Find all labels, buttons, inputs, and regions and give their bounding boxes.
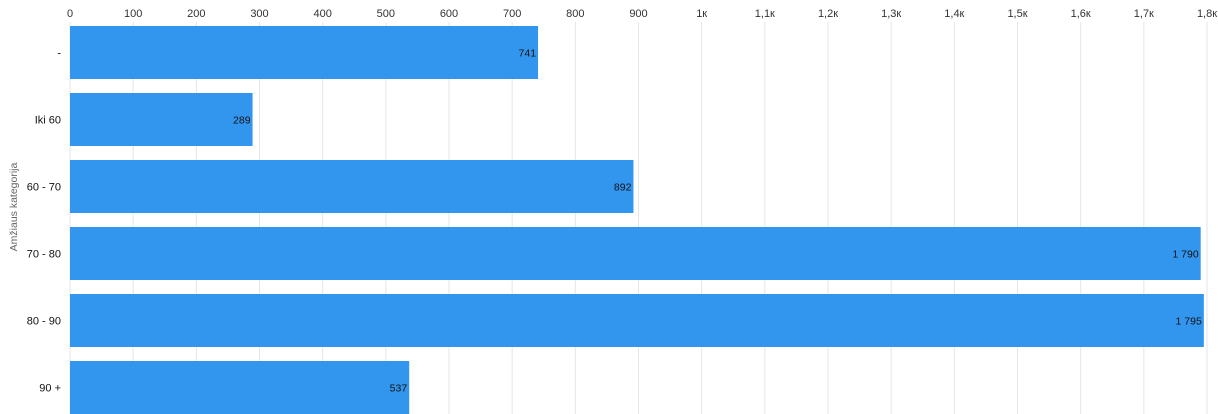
bar: [70, 227, 1201, 280]
x-tick-label: 400: [313, 8, 331, 20]
bar: [70, 294, 1204, 347]
bar: [70, 26, 539, 79]
data-label: 892: [614, 182, 632, 194]
x-tick-label: 800: [566, 8, 584, 20]
x-tick-label: 900: [629, 8, 647, 20]
data-label: 289: [233, 115, 251, 127]
x-tick-label: 500: [377, 8, 395, 20]
x-tick-label: 1,4к: [944, 8, 964, 20]
x-tick-label: 0: [67, 8, 73, 20]
x-tick-label: 200: [187, 8, 205, 20]
category-labels: - Iki 60 60 - 70 70 - 80 80 - 90 90 +: [27, 48, 62, 395]
data-labels: 741 289 892 1 790 1 795 537: [233, 48, 1202, 395]
data-label: 1 790: [1172, 249, 1198, 261]
x-tick-label: 1,3к: [881, 8, 901, 20]
x-tick-label: 1к: [696, 8, 707, 20]
x-axis-ticks: 0 100 200 300 400 500 600 700 800 900 1к 1,1к 1,2к 1,…: [67, 8, 1217, 20]
x-tick-label: 1,5к: [1007, 8, 1027, 20]
category-label: 70 - 80: [27, 249, 61, 261]
x-tick-label: 1,8к: [1197, 8, 1217, 20]
x-tick-label: 1,7к: [1134, 8, 1154, 20]
x-tick-label: 1,6к: [1071, 8, 1091, 20]
category-label: -: [57, 48, 61, 60]
data-label: 1 795: [1176, 316, 1202, 328]
bar: [70, 361, 410, 414]
data-label: 537: [390, 383, 408, 395]
bar: [70, 93, 253, 146]
y-axis-title: Amžiaus kategorija: [8, 162, 20, 251]
x-tick-label: 1,2к: [818, 8, 838, 20]
x-tick-label: 100: [124, 8, 142, 20]
x-tick-label: 300: [250, 8, 268, 20]
x-tick-label: 1,1к: [755, 8, 775, 20]
category-label: 60 - 70: [27, 182, 61, 194]
bars: [70, 26, 1204, 414]
category-label: 80 - 90: [27, 316, 61, 328]
gridlines: [69, 22, 1208, 414]
data-label: 741: [519, 48, 537, 60]
bar: [70, 160, 634, 213]
category-label: 90 +: [39, 383, 61, 395]
x-tick-label: 700: [503, 8, 521, 20]
x-tick-label: 600: [440, 8, 458, 20]
category-label: Iki 60: [35, 115, 61, 127]
